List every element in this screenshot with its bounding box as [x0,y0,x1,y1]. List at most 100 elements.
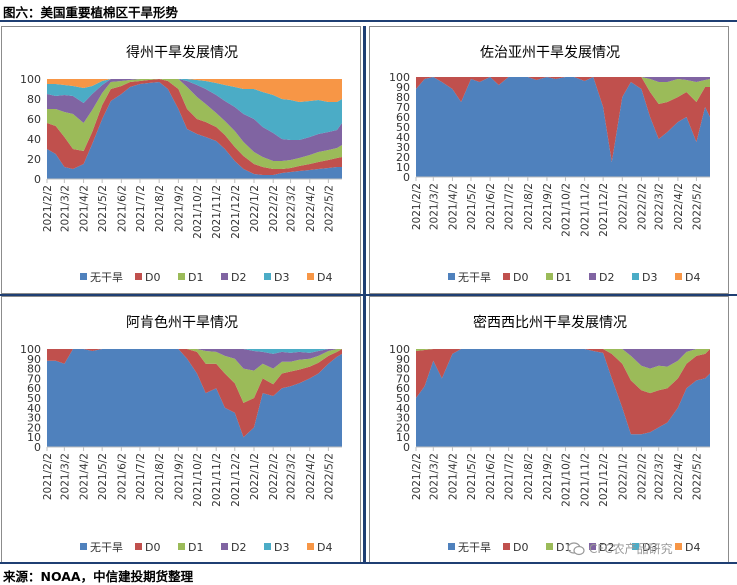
legend-swatch [675,273,682,280]
x-tick-label: 2021/2/2 [42,453,54,500]
y-tick-label: 10 [27,431,41,444]
watermark: CFC农产品研究 [567,540,673,557]
x-tick-label: 2022/1/2 [617,453,629,500]
y-tick-label: 60 [27,113,41,126]
legend-swatch [221,273,228,280]
y-tick-label: 40 [27,133,41,146]
chart-panel-texas: 得州干旱发展情况 0 20 40 60 80 100 2021/2/2 2021/3/2 2021… [1,26,361,294]
area-series-d1 [47,79,342,169]
y-tick-label: 60 [396,111,410,124]
y-tick-label: 30 [396,412,410,425]
x-tick-label: 2021/8/2 [154,453,166,500]
legend-swatch [675,543,682,550]
x-tick-label: 2021/9/2 [542,183,554,230]
x-tick-label: 2022/5/2 [323,185,335,232]
y-tick-label: 20 [27,421,41,434]
top-rule [0,20,737,22]
area-series-d2 [416,77,710,82]
chart-title: 密西西比州干旱发展情况 [473,314,627,331]
y-tick-label: 40 [396,131,410,144]
y-tick-label: 70 [396,101,410,114]
area-series-d0 [47,79,342,175]
x-tick-label: 2022/3/2 [286,453,298,500]
x-tick-label: 2022/3/2 [654,183,666,230]
x-tick-label: 2022/2/2 [268,185,280,232]
area-series-d2 [416,349,710,369]
legend-swatch [589,273,596,280]
x-tick-label: 2021/7/2 [135,185,147,232]
y-tick-label: 70 [27,372,41,385]
area-chart-svg: 得州干旱发展情况 0 20 40 60 80 100 2021/2/2 2021/3/2 2021… [20,44,342,284]
x-tick-label: 2021/10/2 [192,185,204,239]
x-tick-label: 2021/6/2 [116,453,128,500]
area-series-d3 [47,349,342,354]
y-tick-label: 20 [396,421,410,434]
legend-swatch [448,273,455,280]
y-tick-label: 90 [27,353,41,366]
area-series-d4 [47,79,342,102]
y-tick-label: 50 [396,392,410,405]
legend-swatch [135,273,142,280]
x-tick-label: 2022/4/2 [305,453,317,500]
legend-label: D4 [317,271,332,284]
x-tick-label: 2022/2/2 [636,453,648,500]
legend-label: D2 [599,541,614,554]
watermark-text: CFC农产品研究 [589,542,673,556]
legend-swatch [503,543,510,550]
x-tick-label: 2022/2/2 [636,183,648,230]
wechat-icon [567,541,585,555]
legend-label: D1 [556,541,571,554]
x-tick-label: 2021/6/2 [485,183,497,230]
y-tick-label: 90 [396,353,410,366]
x-tick-label: 2021/9/2 [542,453,554,500]
y-tick-label: 80 [27,363,41,376]
x-tick-label: 2022/4/2 [673,453,685,500]
legend-swatch [546,273,553,280]
horizontal-divider [0,294,737,296]
area-series-d2 [47,79,342,161]
legend-swatch [221,543,228,550]
area-series-d3 [47,79,342,140]
y-tick-label: 100 [20,343,41,356]
bottom-rule [0,562,737,564]
y-tick-label: 10 [396,431,410,444]
y-tick-label: 50 [27,392,41,405]
legend-swatch [80,273,87,280]
x-tick-label: 2021/8/2 [523,183,535,230]
legend-label: 无干旱 [458,271,491,284]
x-tick-label: 2021/12/2 [598,183,610,237]
legend-label: D1 [556,271,571,284]
y-tick-label: 0 [34,441,41,454]
area-series-d0 [416,349,710,435]
legend-label: 无干旱 [90,271,123,284]
x-tick-label: 2021/3/2 [59,453,71,500]
x-tick-label: 2022/1/2 [249,185,261,232]
area-series-none [47,349,342,447]
legend-swatch [546,543,553,550]
x-tick-label: 2022/3/2 [286,185,298,232]
chart-title: 得州干旱发展情况 [126,44,238,61]
x-tick-label: 2021/5/2 [466,183,478,230]
area-series-none [416,77,710,177]
y-tick-label: 90 [396,81,410,94]
area-series-none [416,349,710,447]
chart-panel-arkansas: 阿肯色州干旱情况 0 10 20 30 40 50 60 70 80 90 100 2021/2/2 20… [1,296,361,564]
y-tick-label: 80 [396,363,410,376]
x-tick-label: 2021/11/2 [580,183,592,237]
y-tick-label: 80 [396,91,410,104]
x-tick-label: 2021/3/2 [428,183,440,230]
chart-panel-mississippi: 密西西比州干旱发展情况 0 10 20 30 40 50 60 70 80 90 100 2021/2/… [369,296,729,564]
x-tick-label: 2021/3/2 [59,185,71,232]
x-tick-label: 2021/10/2 [192,453,204,507]
area-series-d2 [47,349,342,371]
y-tick-label: 100 [389,71,410,84]
y-tick-label: 50 [396,121,410,134]
y-tick-label: 10 [396,161,410,174]
legend-label: D0 [513,271,528,284]
y-tick-label: 30 [396,141,410,154]
chart-title: 佐治亚州干旱发展情况 [480,45,620,61]
x-tick-label: 2021/11/2 [211,453,223,507]
x-tick-label: 2021/11/2 [211,185,223,239]
legend-label: D0 [145,271,160,284]
